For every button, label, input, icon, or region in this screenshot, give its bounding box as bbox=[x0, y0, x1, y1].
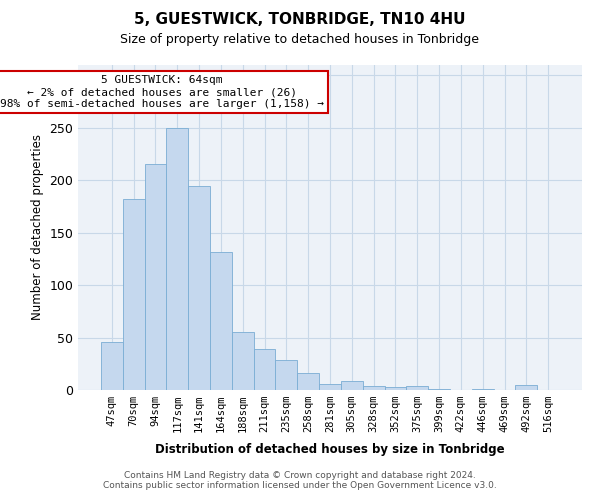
Bar bbox=[145, 164, 166, 390]
Bar bbox=[472, 389, 494, 390]
Bar bbox=[101, 342, 123, 390]
Bar bbox=[428, 389, 450, 390]
Bar bbox=[406, 386, 428, 390]
Bar bbox=[166, 128, 188, 390]
Bar bbox=[385, 387, 406, 390]
Y-axis label: Number of detached properties: Number of detached properties bbox=[31, 134, 44, 320]
Bar bbox=[254, 349, 275, 390]
Bar bbox=[123, 199, 145, 390]
Bar bbox=[188, 186, 210, 390]
Bar bbox=[297, 373, 319, 390]
Bar bbox=[363, 386, 385, 390]
Bar bbox=[232, 332, 254, 390]
Bar bbox=[210, 252, 232, 390]
Text: 5, GUESTWICK, TONBRIDGE, TN10 4HU: 5, GUESTWICK, TONBRIDGE, TN10 4HU bbox=[134, 12, 466, 28]
X-axis label: Distribution of detached houses by size in Tonbridge: Distribution of detached houses by size … bbox=[155, 444, 505, 456]
Text: Contains HM Land Registry data © Crown copyright and database right 2024.
Contai: Contains HM Land Registry data © Crown c… bbox=[103, 470, 497, 490]
Bar bbox=[319, 384, 341, 390]
Bar bbox=[515, 385, 537, 390]
Text: Size of property relative to detached houses in Tonbridge: Size of property relative to detached ho… bbox=[121, 32, 479, 46]
Bar bbox=[275, 360, 297, 390]
Text: 5 GUESTWICK: 64sqm
← 2% of detached houses are smaller (26)
98% of semi-detached: 5 GUESTWICK: 64sqm ← 2% of detached hous… bbox=[0, 76, 324, 108]
Bar bbox=[341, 380, 363, 390]
